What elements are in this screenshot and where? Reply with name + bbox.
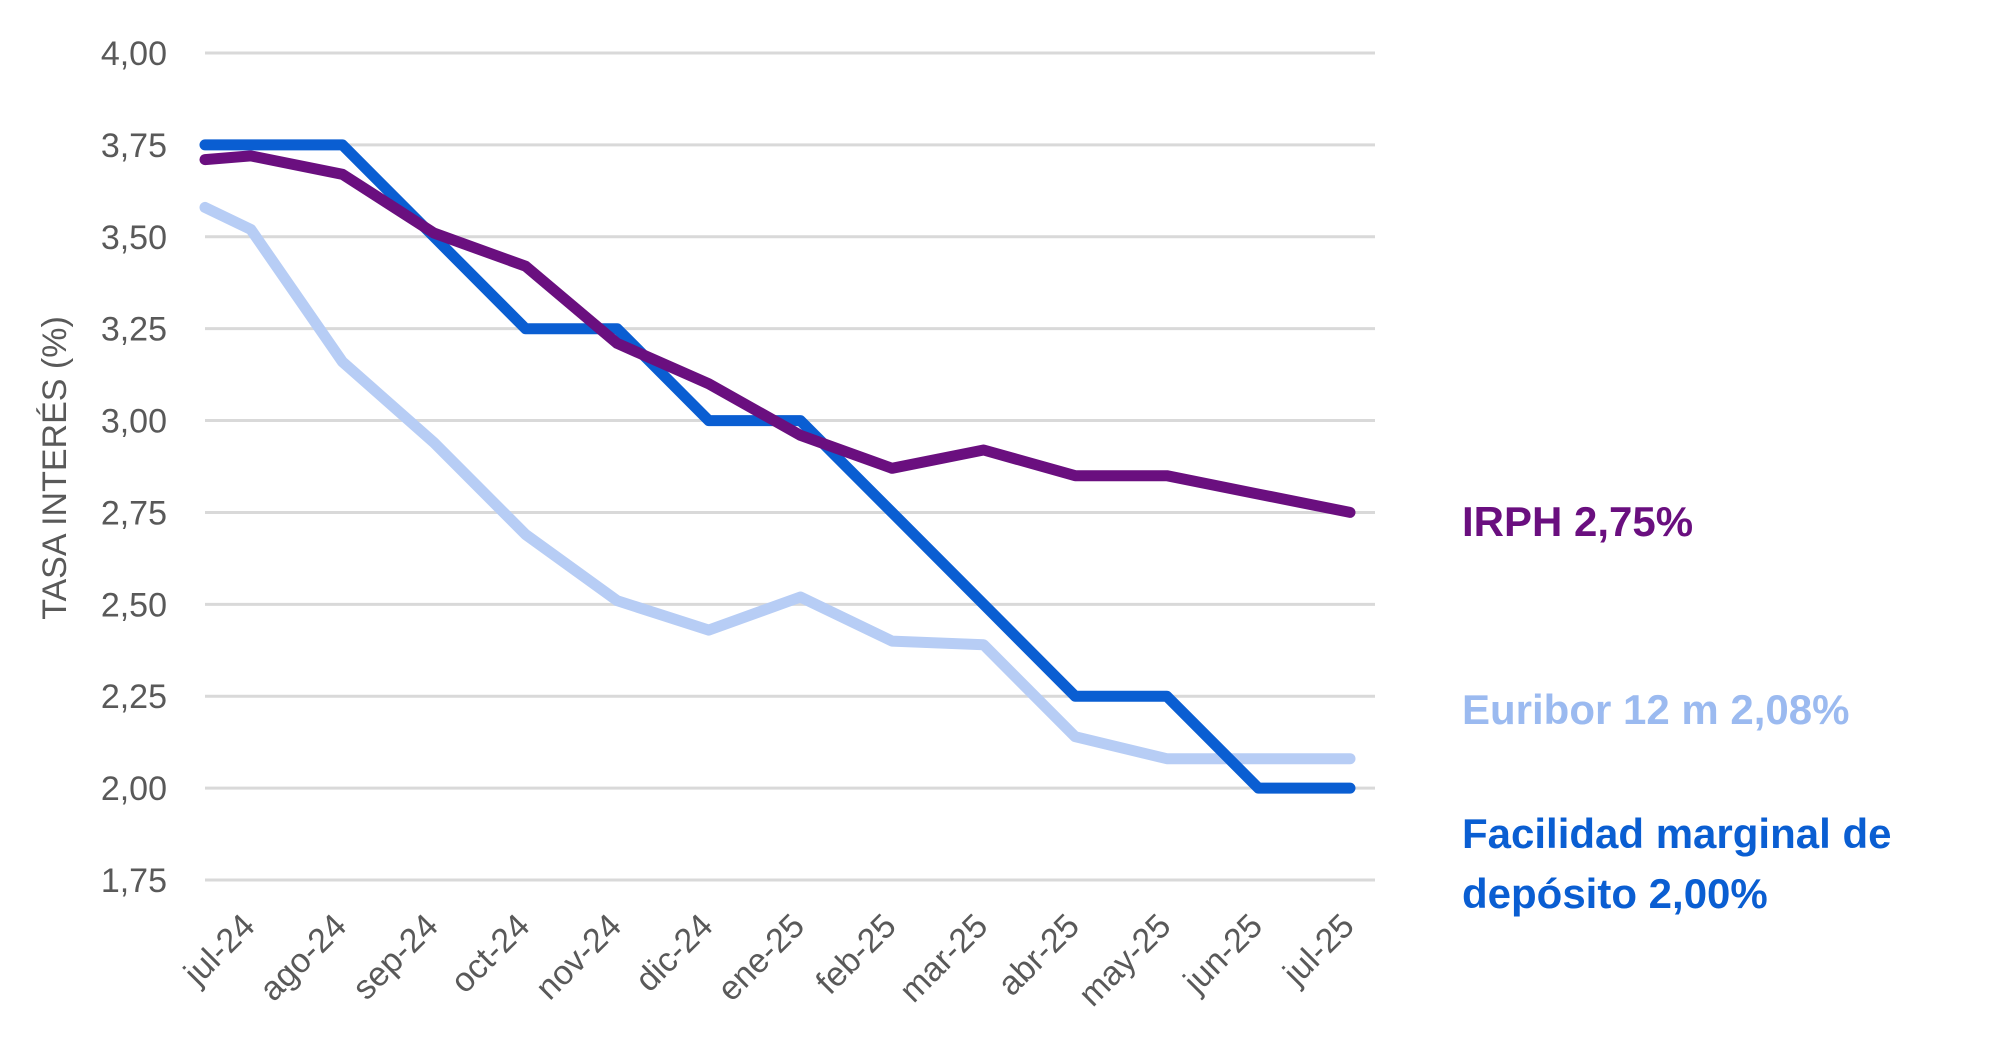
y-tick-label: 2,25 [101, 678, 167, 716]
x-tick-label: dic-24 [628, 907, 720, 999]
series-line-irph [199, 150, 1356, 518]
x-tick-label: jun-25 [1176, 907, 1270, 1001]
x-tick-label: oct-24 [444, 907, 538, 1001]
y-tick-label: 1,75 [101, 862, 167, 900]
x-tick-label: ago-24 [252, 907, 354, 1009]
x-tick-label: mar-25 [892, 907, 995, 1010]
y-tick-label: 3,50 [101, 219, 167, 257]
y-tick-label: 2,00 [101, 770, 167, 808]
annotation-facilidad: Facilidad marginal de depósito 2,00% [1462, 810, 1892, 917]
annotation-euribor: Euribor 12 m 2,08% [1462, 686, 1850, 733]
y-tick-label: 2,50 [101, 586, 167, 624]
x-tick-label: jul-25 [1275, 907, 1361, 993]
x-tick-label: sep-24 [345, 907, 445, 1007]
x-tick-label: may-25 [1071, 907, 1178, 1014]
annotation-irph: IRPH 2,75% [1462, 498, 1694, 545]
y-tick-label: 2,75 [101, 494, 167, 532]
y-tick-label: 3,75 [101, 127, 167, 165]
y-tick-label: 3,00 [101, 403, 167, 441]
y-tick-label: 4,00 [101, 35, 167, 73]
x-tick-label: ene-25 [710, 907, 812, 1009]
y-tick-label: 3,25 [101, 311, 167, 349]
x-tick-label: feb-25 [809, 907, 904, 1002]
x-tick-label: jul-24 [176, 907, 262, 993]
y-axis-label: TASA INTERÉS (%) [36, 316, 74, 620]
series-line-facilidad-marginal-de-dep-sito [199, 139, 1356, 794]
x-tick-label: nov-24 [528, 907, 628, 1007]
series-lines [199, 139, 1356, 794]
y-tick-labels: 1,75 2,00 2,25 2,50 2,75 3,00 3,25 3,50 3,75 4,00 [101, 35, 167, 900]
series-line-euribor-12-m [199, 201, 1356, 765]
